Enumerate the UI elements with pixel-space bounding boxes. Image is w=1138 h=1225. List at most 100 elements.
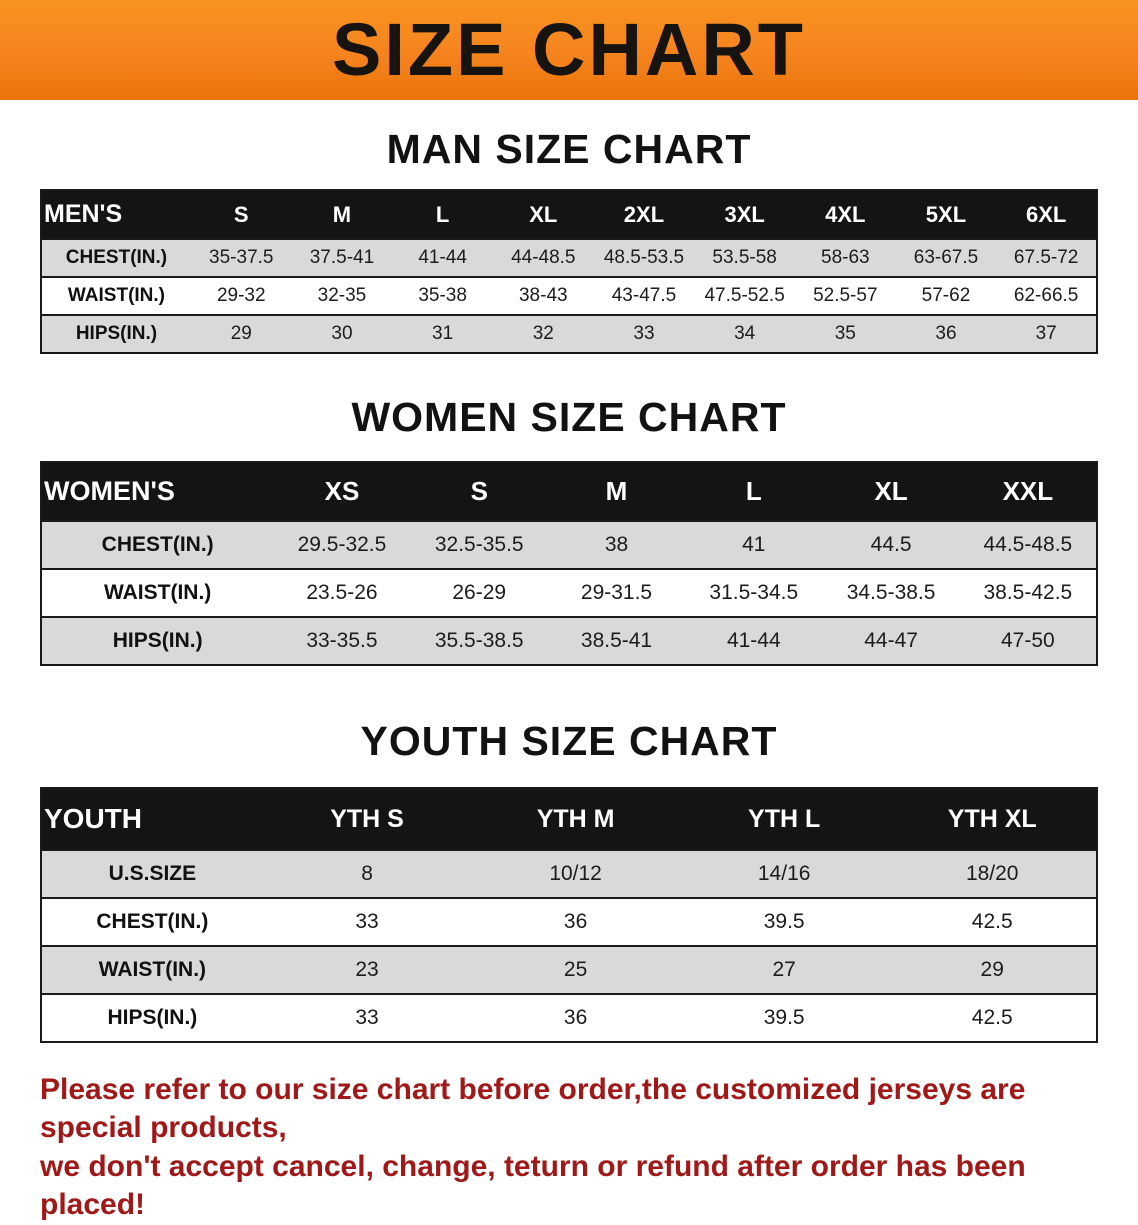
size-header-cell: XS [273, 462, 411, 521]
size-value-cell: 38.5-41 [580, 629, 653, 652]
table-header-row: YOUTH YTH S YTH M YTH L YTH XL [41, 788, 1097, 850]
measurement-label-cell: CHEST(IN.) [96, 910, 209, 933]
size-value-cell: 53.5-58 [712, 247, 777, 268]
size-header-cell: 2XL [593, 190, 695, 239]
table-header-row: MEN'S S M L XL 2XL 3XL 4XL 5XL 6XL [41, 190, 1097, 239]
size-value-cell: 43-47.5 [611, 285, 677, 306]
size-header-cell: YTH L [679, 788, 889, 850]
size-value-cell: 32 [532, 323, 554, 344]
size-header-cell: 6XL [996, 190, 1097, 239]
size-value-cell: 39.5 [763, 1006, 805, 1029]
table-title-cell: WOMEN'S [41, 462, 274, 521]
size-value-cell: 36 [935, 323, 957, 344]
size-header-cell: L [685, 462, 823, 521]
men-size-section: MAN SIZE CHART MEN'S S M L XL 2XL 3XL 4XL 5XL 6XL… [0, 126, 1138, 354]
size-value-cell: 38-43 [518, 285, 568, 306]
youth-section-heading: YOUTH SIZE CHART [360, 718, 778, 764]
size-value-cell: 8 [361, 862, 373, 885]
size-value-cell: 32.5-35.5 [434, 533, 524, 556]
size-value-cell: 63-67.5 [913, 247, 979, 268]
table-row: HIPS(IN.) 29 30 31 32 33 34 35 36 37 [41, 315, 1097, 353]
size-value-cell: 25 [563, 958, 588, 981]
size-header-cell: YTH M [471, 788, 680, 850]
size-header-cell: S [410, 462, 548, 521]
size-value-cell: 41 [742, 533, 766, 556]
size-value-cell: 37.5-41 [309, 247, 375, 268]
size-value-cell: 29-31.5 [580, 581, 653, 604]
table-row: HIPS(IN.) 33 36 39.5 42.5 [41, 994, 1097, 1042]
size-value-cell: 26-29 [452, 581, 507, 604]
table-header-row: WOMEN'S XS S M L XL XXL [41, 462, 1097, 521]
size-value-cell: 31 [432, 323, 454, 344]
size-value-cell: 29.5-32.5 [297, 533, 387, 556]
size-value-cell: 44-48.5 [511, 247, 576, 268]
youth-size-table: YOUTH YTH S YTH M YTH L YTH XL U.S.SIZE 8 10/12… [40, 787, 1098, 1043]
men-size-table: MEN'S S M L XL 2XL 3XL 4XL 5XL 6XL CHEST(IN.) 35-37… [40, 189, 1098, 354]
measurement-label-cell: WAIST(IN.) [98, 958, 207, 981]
banner: SIZE CHART [0, 0, 1138, 100]
size-value-cell: 23 [355, 958, 379, 981]
page-title: SIZE CHART [332, 8, 806, 91]
measurement-label-cell: WAIST(IN.) [67, 285, 166, 306]
size-value-cell: 41-44 [726, 629, 781, 652]
measurement-label-cell: HIPS(IN.) [107, 1006, 198, 1029]
table-row: HIPS(IN.) 33-35.5 35.5-38.5 38.5-41 41-44 44-… [41, 617, 1097, 665]
size-header-cell: 3XL [694, 190, 795, 239]
size-value-cell: 35-37.5 [209, 247, 274, 268]
size-value-cell: 30 [331, 323, 353, 344]
table-row: CHEST(IN.) 33 36 39.5 42.5 [41, 898, 1097, 946]
size-value-cell: 27 [772, 958, 796, 981]
youth-size-section: YOUTH SIZE CHART YOUTH YTH S YTH M YTH L YTH… [0, 718, 1138, 1043]
size-value-cell: 33-35.5 [306, 629, 378, 652]
table-row: WAIST(IN.) 29-32 32-35 35-38 38-43 43-47.5 47.… [41, 277, 1097, 315]
size-header-cell: M [291, 190, 393, 239]
size-value-cell: 57-62 [921, 285, 971, 306]
women-section-heading: WOMEN SIZE CHART [351, 394, 787, 440]
size-value-cell: 52.5-57 [813, 285, 878, 306]
size-value-cell: 29 [230, 323, 252, 344]
size-value-cell: 23.5-26 [306, 581, 378, 604]
size-value-cell: 42.5 [971, 1006, 1013, 1029]
table-row: U.S.SIZE 8 10/12 14/16 18/20 [41, 850, 1097, 898]
size-value-cell: 36 [563, 1006, 588, 1029]
order-disclaimer: Please refer to our size chart before or… [40, 1071, 1098, 1225]
size-header-cell: 4XL [794, 190, 896, 239]
size-value-cell: 47-50 [1001, 629, 1055, 652]
size-value-cell: 33 [633, 323, 655, 344]
size-value-cell: 67.5-72 [1013, 247, 1079, 268]
size-value-cell: 37 [1035, 323, 1057, 344]
table-row: WAIST(IN.) 23.5-26 26-29 29-31.5 31.5-34.5 34… [41, 569, 1097, 617]
size-header-cell: XXL [959, 462, 1097, 521]
size-value-cell: 33 [355, 910, 379, 933]
size-value-cell: 36 [563, 910, 588, 933]
size-value-cell: 32-35 [317, 285, 367, 306]
table-row: CHEST(IN.) 35-37.5 37.5-41 41-44 44-48.5 48.5… [41, 239, 1097, 277]
table-row: WAIST(IN.) 23 25 27 29 [41, 946, 1097, 994]
size-value-cell: 34 [734, 323, 756, 344]
men-section-heading: MAN SIZE CHART [386, 126, 752, 172]
size-value-cell: 62-66.5 [1013, 285, 1079, 306]
size-value-cell: 47.5-52.5 [704, 285, 785, 306]
size-value-cell: 42.5 [971, 910, 1013, 933]
size-value-cell: 10/12 [549, 862, 602, 885]
size-header-cell: XL [822, 462, 960, 521]
table-title-cell: MEN'S [41, 190, 191, 239]
size-value-cell: 44.5 [870, 533, 912, 556]
measurement-label-cell: U.S.SIZE [108, 862, 197, 885]
size-value-cell: 34.5-38.5 [846, 581, 936, 604]
size-header-cell: XL [492, 190, 594, 239]
size-header-cell: YTH XL [888, 788, 1097, 850]
size-value-cell: 48.5-53.5 [603, 247, 685, 268]
measurement-label-cell: HIPS(IN.) [112, 629, 203, 652]
size-header-cell: YTH S [262, 788, 472, 850]
disclaimer-line-2: we don't accept cancel, change, teturn o… [40, 1149, 1026, 1222]
size-value-cell: 58-63 [821, 247, 870, 268]
size-value-cell: 29 [980, 958, 1004, 981]
measurement-label-cell: HIPS(IN.) [75, 323, 158, 344]
size-value-cell: 35.5-38.5 [434, 629, 524, 652]
women-size-table: WOMEN'S XS S M L XL XXL CHEST(IN.) 29.5-32.5 32.5… [40, 461, 1098, 666]
women-size-section: WOMEN SIZE CHART WOMEN'S XS S M L XL XXL CHEST(… [0, 394, 1138, 666]
size-value-cell: 38.5-42.5 [983, 581, 1073, 604]
size-value-cell: 44-47 [864, 629, 918, 652]
size-value-cell: 39.5 [763, 910, 805, 933]
